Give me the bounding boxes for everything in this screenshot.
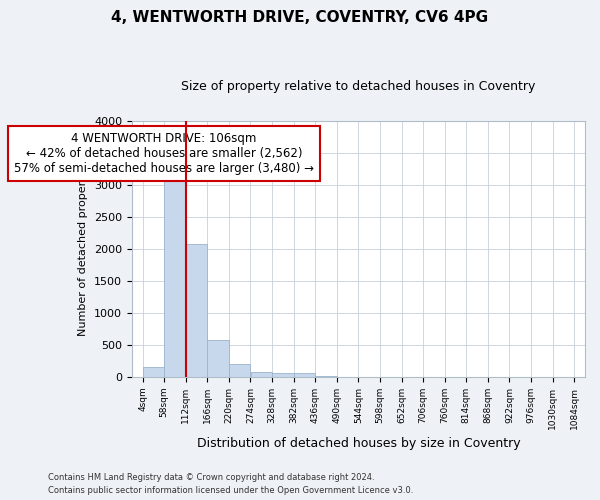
Bar: [208, 340, 229, 377]
Bar: [272, 374, 293, 377]
Text: Contains HM Land Registry data © Crown copyright and database right 2024.
Contai: Contains HM Land Registry data © Crown c…: [48, 474, 413, 495]
Bar: [316, 376, 337, 377]
Bar: [229, 364, 250, 377]
Bar: [164, 180, 185, 377]
Y-axis label: Number of detached properties: Number of detached properties: [79, 161, 88, 336]
Text: 4 WENTWORTH DRIVE: 106sqm
← 42% of detached houses are smaller (2,562)
57% of se: 4 WENTWORTH DRIVE: 106sqm ← 42% of detac…: [14, 132, 314, 175]
Bar: [251, 372, 272, 377]
Bar: [294, 374, 315, 377]
Text: 4, WENTWORTH DRIVE, COVENTRY, CV6 4PG: 4, WENTWORTH DRIVE, COVENTRY, CV6 4PG: [112, 10, 488, 25]
Bar: [186, 244, 207, 377]
Bar: [143, 367, 164, 377]
X-axis label: Distribution of detached houses by size in Coventry: Distribution of detached houses by size …: [197, 437, 520, 450]
Title: Size of property relative to detached houses in Coventry: Size of property relative to detached ho…: [181, 80, 536, 93]
